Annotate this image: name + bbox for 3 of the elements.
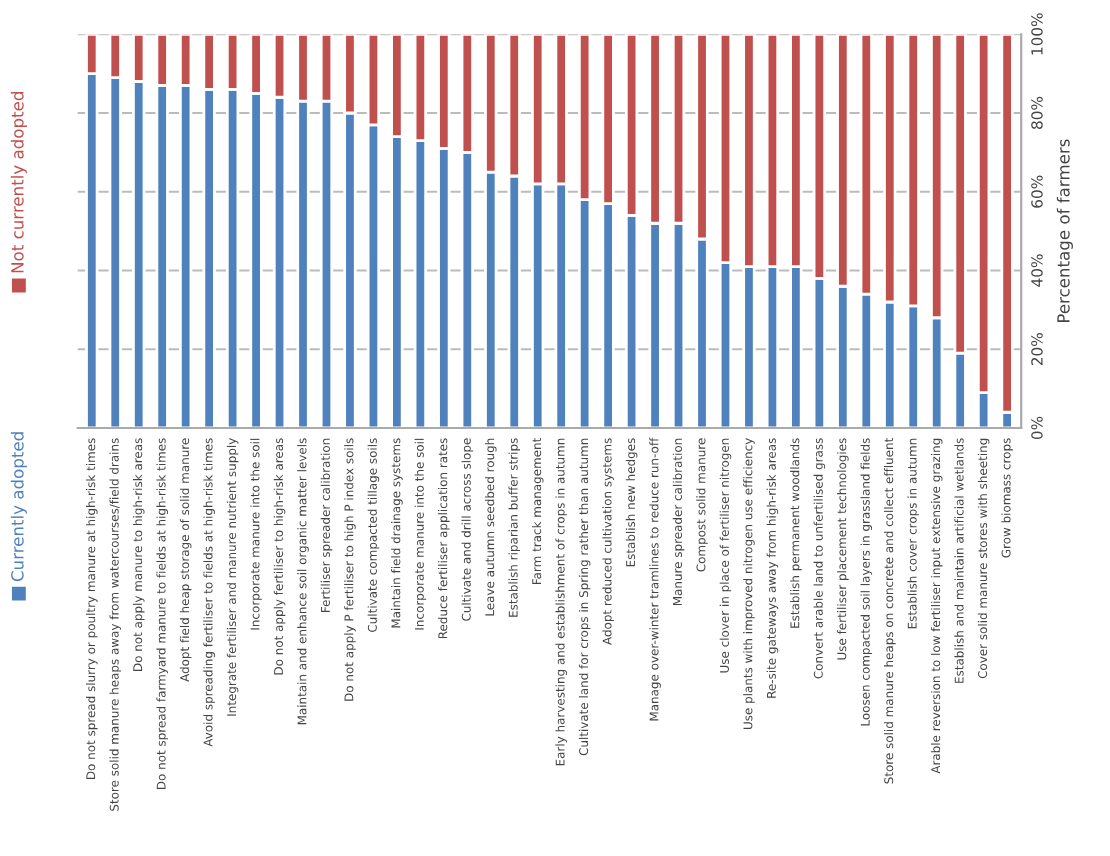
y-axis-title: Percentage of farmers [1056, 139, 1073, 323]
text: Currently adopted [10, 432, 27, 582]
text: Not currently adopted [10, 92, 27, 273]
